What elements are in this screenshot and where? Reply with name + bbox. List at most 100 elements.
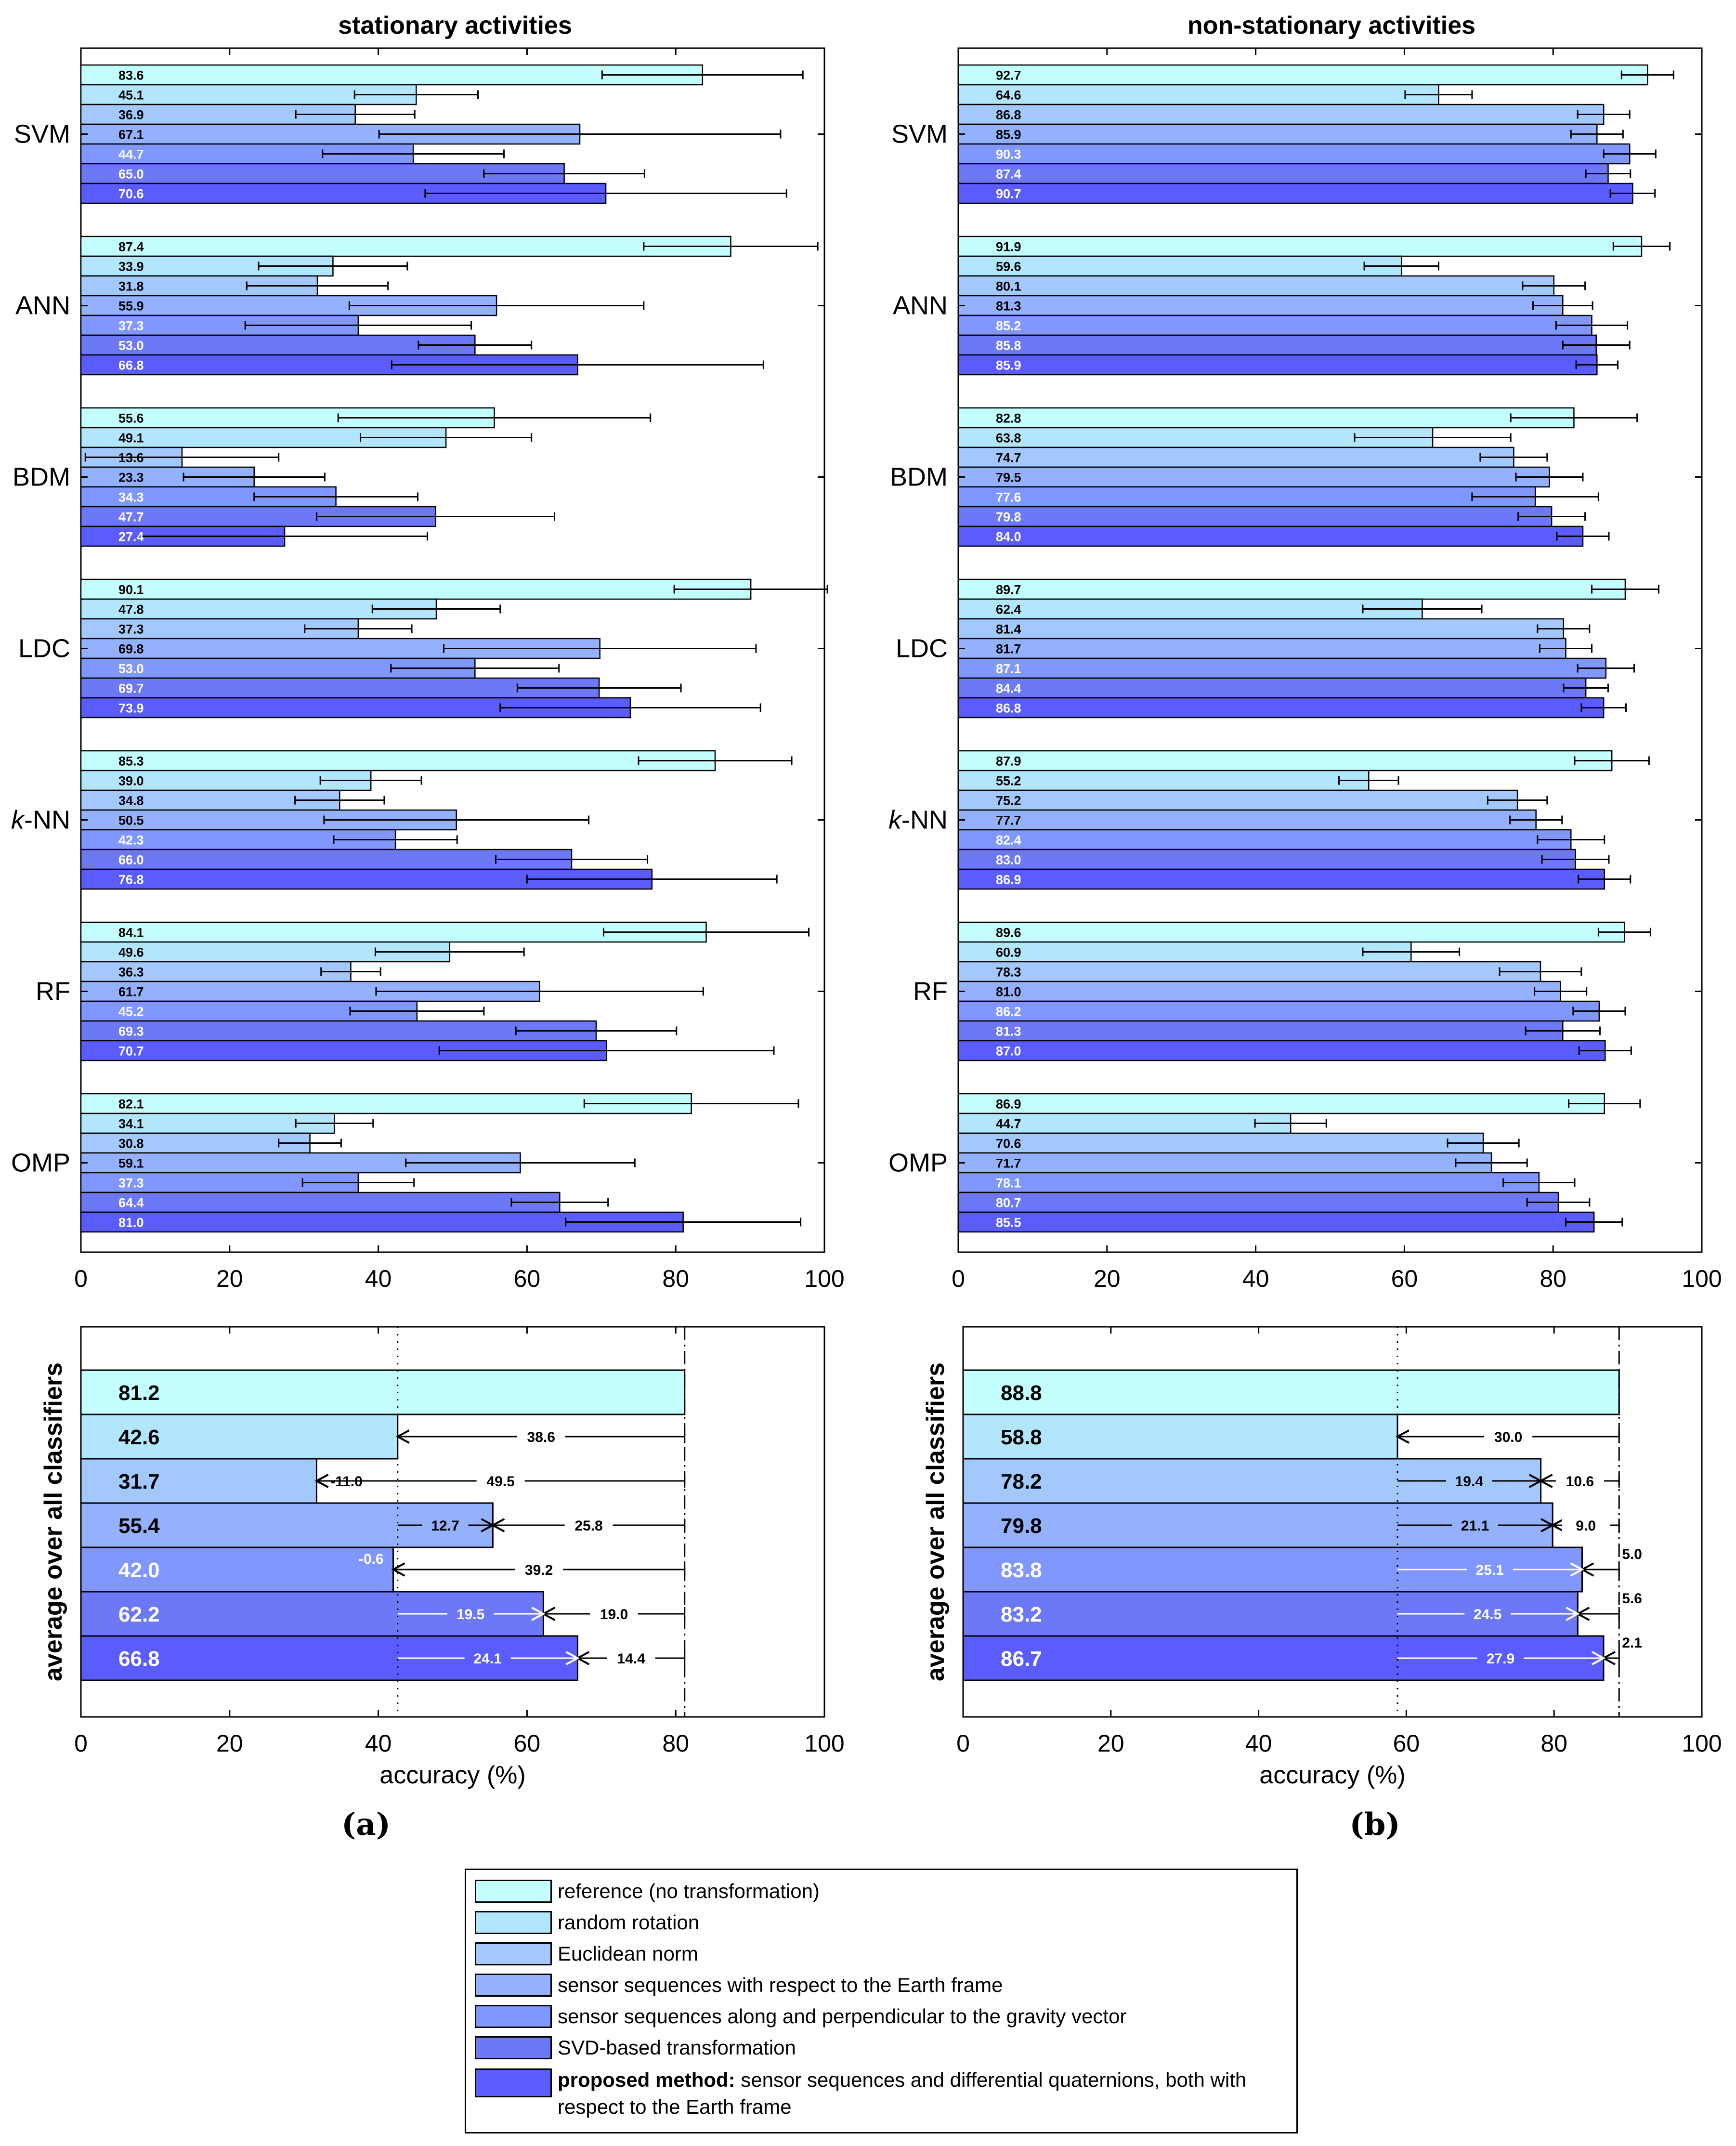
label-bg [476, 1470, 525, 1492]
diff-label: -0.6 [359, 1551, 384, 1567]
average-bar [80, 1413, 399, 1460]
bar [957, 697, 1605, 719]
bar-value-label: 91.9 [996, 240, 1021, 254]
bar-value-label: 66.8 [118, 358, 144, 373]
classifier-label: ANN [15, 291, 70, 320]
bar-value-label: 82.1 [118, 1097, 144, 1112]
arrow-head [1540, 1518, 1555, 1532]
arrow-head [565, 1651, 580, 1665]
classifier-label: BDM [13, 463, 70, 492]
bar [957, 1000, 1600, 1022]
x-tick-label: 100 [1682, 1730, 1722, 1757]
average-value-label: 42.0 [118, 1558, 160, 1582]
average-bar [962, 1369, 1620, 1415]
bar [957, 314, 1592, 336]
bar-value-label: 34.3 [118, 490, 144, 505]
bar-value-label: 69.8 [118, 642, 144, 656]
bar [957, 334, 1597, 356]
legend-swatch [475, 2005, 552, 2028]
bar [957, 466, 1550, 488]
bar-value-label: 83.0 [996, 853, 1021, 867]
bar-value-label: 34.1 [118, 1117, 144, 1131]
legend-label: proposed method: sensor sequences and di… [558, 2068, 1247, 2118]
classifier-label: SVM [14, 120, 70, 149]
x-tick-label: 0 [952, 1265, 965, 1292]
bar [957, 809, 1537, 831]
bar-value-label: 75.2 [996, 794, 1021, 808]
classifier-label: k-NN [888, 806, 948, 835]
classifier-label: RF [913, 977, 948, 1006]
bar-value-label: 42.3 [118, 833, 144, 848]
bar-value-label: 23.3 [118, 471, 144, 485]
bar-value-label: 30.8 [118, 1137, 144, 1151]
bar-value-label: 63.8 [996, 431, 1021, 445]
legend-label: SVD-based transformation [558, 2036, 796, 2059]
x-tick-label: 100 [1682, 1265, 1722, 1292]
bar-value-label: 49.6 [118, 945, 144, 960]
diff-label: 12.7 [431, 1518, 459, 1534]
label-bg [1562, 1515, 1610, 1536]
label-bg [1446, 1470, 1492, 1492]
panel-a-subfig-label: (a) [341, 1806, 391, 1843]
bar-value-label: 55.9 [118, 299, 144, 314]
diff-label: 49.5 [486, 1474, 514, 1490]
average-value-label: 58.8 [1001, 1426, 1042, 1449]
x-tick-label: 0 [956, 1730, 970, 1757]
bar-value-label: 55.2 [996, 774, 1021, 788]
x-tick-label: 0 [74, 1730, 88, 1757]
diff-label: 9.0 [1576, 1518, 1596, 1534]
x-tick-label: 20 [1094, 1265, 1121, 1292]
label-bg [515, 1559, 563, 1580]
bar [957, 427, 1434, 448]
bar-value-label: 69.3 [118, 1024, 144, 1039]
bar-value-label: 80.7 [996, 1196, 1021, 1210]
label-bg [1452, 1515, 1499, 1536]
classifier-label: BDM [890, 463, 948, 492]
bar [957, 941, 1412, 963]
bar-value-label: 81.4 [996, 622, 1021, 637]
classifier-group: 91.9 59.6 80.1 81.3 85.2 85.8 85.9 ANN [893, 236, 1702, 376]
x-tick-label: 80 [662, 1730, 689, 1757]
bar-value-label: 86.9 [996, 873, 1021, 887]
x-tick-label: 80 [1540, 1730, 1567, 1757]
bar-value-label: 80.1 [996, 279, 1021, 294]
panel-a-classifier-chart: 83.6 45.1 36.9 67.1 44.7 65.0 70.6 SVM 87.4 33.9 3… [11, 47, 845, 1292]
average-value-label: 31.7 [118, 1470, 160, 1493]
bar-value-label: 34.8 [118, 794, 144, 808]
bar [80, 64, 704, 86]
x-tick-label: 20 [216, 1730, 243, 1757]
x-tick-label: 40 [365, 1265, 392, 1292]
bar-value-label: 61.7 [118, 985, 144, 999]
arrow-head [531, 1607, 546, 1621]
label-bg [1484, 1426, 1533, 1447]
x-axis-label: accuracy (%) [1259, 1761, 1405, 1789]
diff-label: 5.0 [1622, 1546, 1642, 1562]
bar-value-label: 79.5 [996, 471, 1021, 485]
diff-label: 5.6 [1622, 1591, 1642, 1607]
x-tick-label: 0 [74, 1265, 88, 1292]
bar-value-label: 53.0 [118, 339, 144, 353]
diff-label: 30.0 [1494, 1429, 1522, 1445]
bar [957, 921, 1625, 943]
bar-value-label: 85.3 [118, 754, 144, 769]
average-value-label: 83.2 [1001, 1603, 1042, 1626]
x-tick-label: 80 [662, 1265, 689, 1292]
classifier-group: 85.3 39.0 34.8 50.5 42.3 66.0 76.8 k-NN [11, 750, 824, 890]
label-bg [517, 1426, 565, 1447]
bar [957, 981, 1561, 1002]
arrow-head [395, 1429, 410, 1444]
bar [957, 849, 1576, 870]
diff-label: 24.1 [473, 1651, 501, 1667]
arrow-head [391, 1562, 405, 1577]
diff-label: 14.4 [617, 1651, 645, 1667]
bar-value-label: 77.7 [996, 813, 1021, 828]
bar [957, 506, 1553, 527]
bar [957, 407, 1575, 429]
bar-value-label: 87.4 [118, 240, 144, 254]
bar [957, 1211, 1595, 1233]
bar-value-label: 85.5 [996, 1216, 1021, 1230]
average-bar [80, 1458, 317, 1504]
arrow-head [1528, 1474, 1543, 1488]
bar-value-label: 89.7 [996, 583, 1021, 597]
classifier-group: 92.7 64.6 86.8 85.9 90.3 87.4 90.7 SVM [891, 64, 1702, 204]
